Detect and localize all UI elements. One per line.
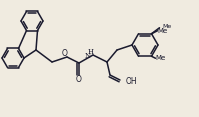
Text: Me: Me — [157, 28, 168, 34]
Text: O: O — [76, 75, 82, 84]
Text: H: H — [88, 48, 94, 56]
Text: Me: Me — [163, 24, 172, 29]
Text: N: N — [85, 52, 91, 60]
Text: Me: Me — [155, 55, 166, 61]
Text: OH: OH — [126, 77, 138, 86]
Text: O: O — [62, 49, 68, 57]
